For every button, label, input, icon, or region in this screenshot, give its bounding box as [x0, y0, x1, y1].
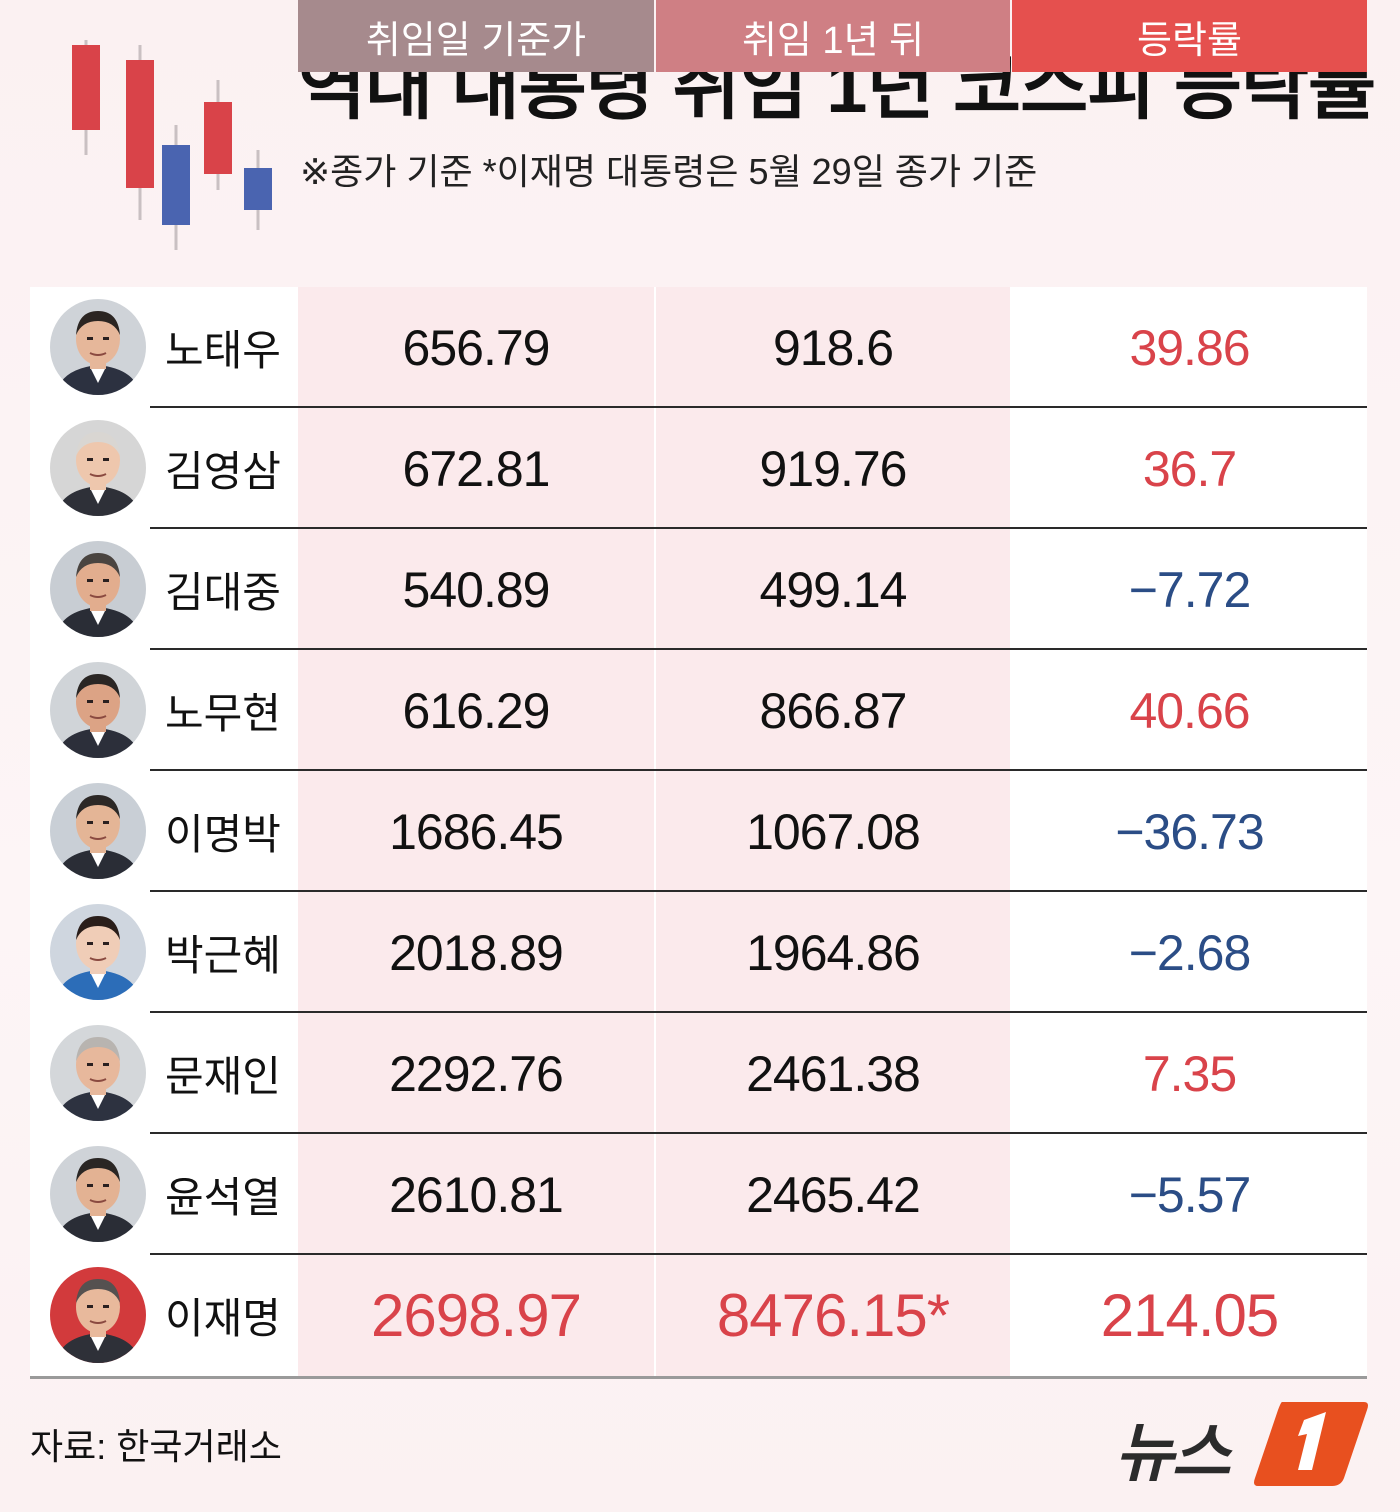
president-portrait [50, 420, 146, 516]
president-name: 문재인 [165, 1053, 281, 1100]
after-one-year-cell: 2465.42 [746, 1166, 921, 1223]
president-name: 이명박 [165, 811, 281, 858]
change-rate-cell: 39.86 [1129, 319, 1250, 376]
president-portrait [50, 904, 146, 1000]
column-shade-base [298, 287, 654, 1377]
president-portrait [50, 662, 146, 758]
table-row: 이재명 2698.97 8476.15* 214.05 [30, 1255, 1367, 1376]
base-price-cell: 2610.81 [389, 1166, 564, 1223]
column-header-base-price: 취임일 기준가 [298, 0, 654, 72]
candle-5 [244, 150, 272, 230]
after-one-year-cell: 866.87 [759, 682, 908, 739]
table-row: 노무현 616.29 866.87 40.66 [30, 650, 1367, 771]
president-name: 노무현 [165, 690, 281, 737]
after-one-year-cell: 2461.38 [746, 1045, 921, 1102]
candlestick-decoration [72, 40, 272, 250]
change-rate-cell: −2.68 [1128, 924, 1252, 981]
after-one-year-cell: 1067.08 [746, 803, 921, 860]
base-price-cell: 540.89 [402, 561, 551, 618]
news1-logo-text: 뉴스 [1115, 1417, 1231, 1489]
row-divider [150, 1132, 1367, 1134]
column-header-change-rate: 등락률 [1012, 0, 1367, 72]
change-rate-cell: 40.66 [1129, 682, 1250, 739]
row-divider [150, 527, 1367, 529]
president-name: 김대중 [165, 569, 281, 616]
candle-4 [204, 80, 232, 190]
table-row: 박근혜 2018.89 1964.86 −2.68 [30, 892, 1367, 1013]
kospi-table: 노태우 656.79 918.6 39.86 김영삼 672.81 919.76 36.7 김대… [30, 287, 1367, 1377]
after-one-year-cell: 919.76 [759, 440, 908, 497]
president-name: 이재명 [165, 1295, 281, 1342]
row-divider [150, 769, 1367, 771]
candle-3 [162, 125, 190, 250]
source-note: 자료: 한국거래소 [30, 1426, 282, 1467]
change-rate-cell: −7.72 [1128, 561, 1252, 618]
column-header-label: 취임 1년 뒤 [741, 19, 925, 62]
table-row: 김대중 540.89 499.14 −7.72 [30, 529, 1367, 650]
president-portrait [50, 783, 146, 879]
president-name: 윤석열 [165, 1174, 281, 1221]
row-divider [150, 1011, 1367, 1013]
table-bottom-rule [30, 1376, 1367, 1379]
president-name: 노태우 [165, 327, 281, 374]
base-price-cell: 616.29 [402, 682, 551, 739]
column-shade-after [656, 287, 1010, 1377]
change-rate-cell: −36.73 [1115, 803, 1264, 860]
base-price-cell: 672.81 [402, 440, 551, 497]
after-one-year-cell: 1964.86 [746, 924, 921, 981]
president-portrait [50, 1025, 146, 1121]
president-portrait [50, 299, 146, 395]
row-divider [150, 648, 1367, 650]
president-portrait [50, 1146, 146, 1242]
president-portrait [50, 541, 146, 637]
president-portrait [50, 1267, 146, 1363]
base-price-cell: 1686.45 [389, 803, 564, 860]
after-one-year-cell: 499.14 [759, 561, 908, 618]
candle-1 [72, 40, 100, 155]
change-rate-cell: −5.57 [1128, 1166, 1252, 1223]
change-rate-cell: 7.35 [1142, 1045, 1237, 1102]
table-row: 문재인 2292.76 2461.38 7.35 [30, 1013, 1367, 1134]
row-divider [150, 890, 1367, 892]
table-row: 이명박 1686.45 1067.08 −36.73 [30, 771, 1367, 892]
president-name: 박근혜 [165, 932, 281, 979]
base-price-cell: 2292.76 [389, 1045, 564, 1102]
base-price-cell: 2698.97 [371, 1282, 582, 1349]
after-one-year-cell: 8476.15* [716, 1282, 950, 1349]
row-divider [150, 1253, 1367, 1255]
president-name: 김영삼 [165, 448, 281, 495]
change-rate-cell: 36.7 [1142, 440, 1237, 497]
news1-logo-icon [1254, 1402, 1368, 1486]
after-one-year-cell: 918.6 [772, 319, 894, 376]
base-price-cell: 656.79 [402, 319, 551, 376]
table-row: 김영삼 672.81 919.76 36.7 [30, 408, 1367, 529]
change-rate-cell: 214.05 [1100, 1282, 1280, 1349]
chart-subtitle: ※종가 기준 *이재명 대통령은 5월 29일 종가 기준 [300, 151, 1038, 192]
column-header-label: 등락률 [1137, 19, 1242, 62]
base-price-cell: 2018.89 [389, 924, 564, 981]
row-divider [150, 406, 1367, 408]
candle-2 [126, 45, 154, 220]
table-row: 노태우 656.79 918.6 39.86 [30, 287, 1367, 408]
column-header-label: 취임일 기준가 [365, 19, 587, 62]
table-row: 윤석열 2610.81 2465.42 −5.57 [30, 1134, 1367, 1255]
column-header-after-one-year: 취임 1년 뒤 [656, 0, 1010, 72]
